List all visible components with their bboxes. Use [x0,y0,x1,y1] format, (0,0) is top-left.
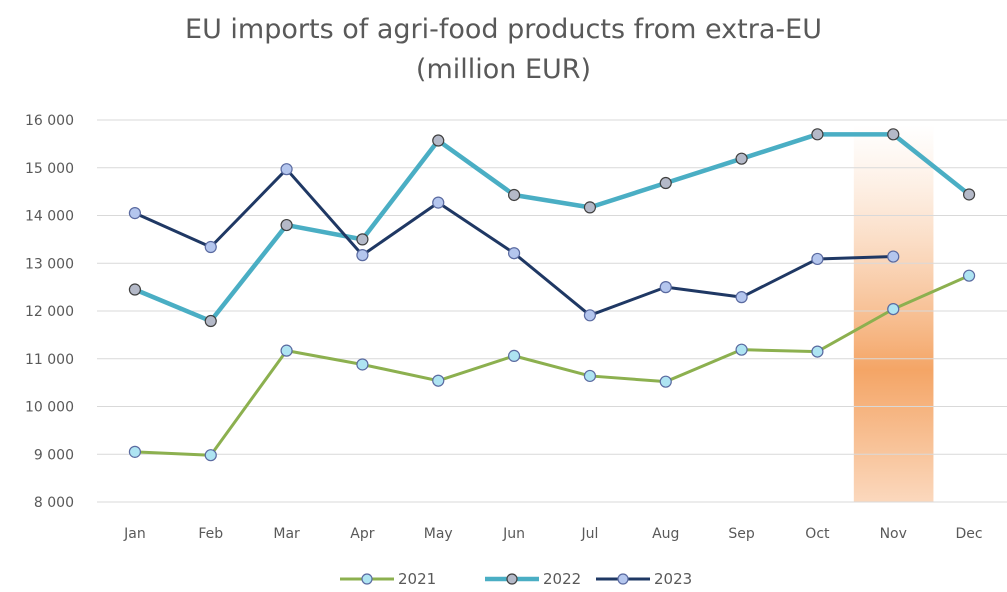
series-line-2022 [135,134,969,321]
y-tick-label: 9 000 [34,447,74,463]
data-point [129,446,140,457]
legend-label: 2022 [543,570,581,588]
series-2023 [129,164,898,321]
data-point [888,129,899,140]
x-tick-label: Jun [502,526,525,542]
data-point [812,129,823,140]
legend-item-2023: 2023 [596,570,692,588]
x-tick-label: Apr [350,526,374,542]
legend-swatch-marker [507,574,517,584]
data-point [812,253,823,264]
y-tick-label: 10 000 [25,400,74,416]
data-point [660,178,671,189]
data-point [205,316,216,327]
data-point [205,242,216,253]
x-tick-label: Aug [652,526,679,542]
data-point [509,248,520,259]
data-point [812,346,823,357]
legend-item-2021: 2021 [340,570,436,588]
data-point [281,345,292,356]
data-point [736,153,747,164]
legend-swatch-marker [362,574,372,584]
legend-label: 2021 [398,570,436,588]
x-tick-label: May [424,526,453,542]
data-point [888,251,899,262]
y-tick-label: 15 000 [25,161,74,177]
x-tick-label: Feb [198,526,223,542]
x-tick-label: Dec [956,526,983,542]
y-tick-label: 11 000 [25,352,74,368]
x-tick-label: Jan [123,526,146,542]
series-2022 [129,129,974,327]
y-tick-label: 16 000 [25,113,74,129]
data-point [888,304,899,315]
x-tick-label: Jul [580,526,598,542]
data-point [964,189,975,200]
data-point [584,370,595,381]
data-point [281,164,292,175]
data-point [357,234,368,245]
legend-swatch-marker [618,574,628,584]
legend-label: 2023 [654,570,692,588]
y-tick-label: 12 000 [25,304,74,320]
data-point [660,376,671,387]
legend-item-2022: 2022 [485,570,581,588]
data-point [509,350,520,361]
data-point [205,450,216,461]
data-point [357,359,368,370]
x-tick-label: Nov [880,526,907,542]
data-point [281,220,292,231]
x-tick-label: Oct [805,526,830,542]
data-point [129,284,140,295]
y-tick-label: 8 000 [34,495,74,511]
data-point [736,292,747,303]
data-point [584,310,595,321]
data-point [433,197,444,208]
y-tick-label: 14 000 [25,209,74,225]
x-tick-label: Mar [273,526,300,542]
data-point [357,250,368,261]
data-point [509,189,520,200]
data-point [964,270,975,281]
data-point [129,208,140,219]
data-point [660,282,671,293]
data-point [584,202,595,213]
x-tick-label: Sep [728,526,755,542]
data-point [736,344,747,355]
series-2021 [129,270,974,461]
series-line-2021 [135,276,969,456]
data-point [433,375,444,386]
data-point [433,135,444,146]
y-tick-label: 13 000 [25,256,74,272]
